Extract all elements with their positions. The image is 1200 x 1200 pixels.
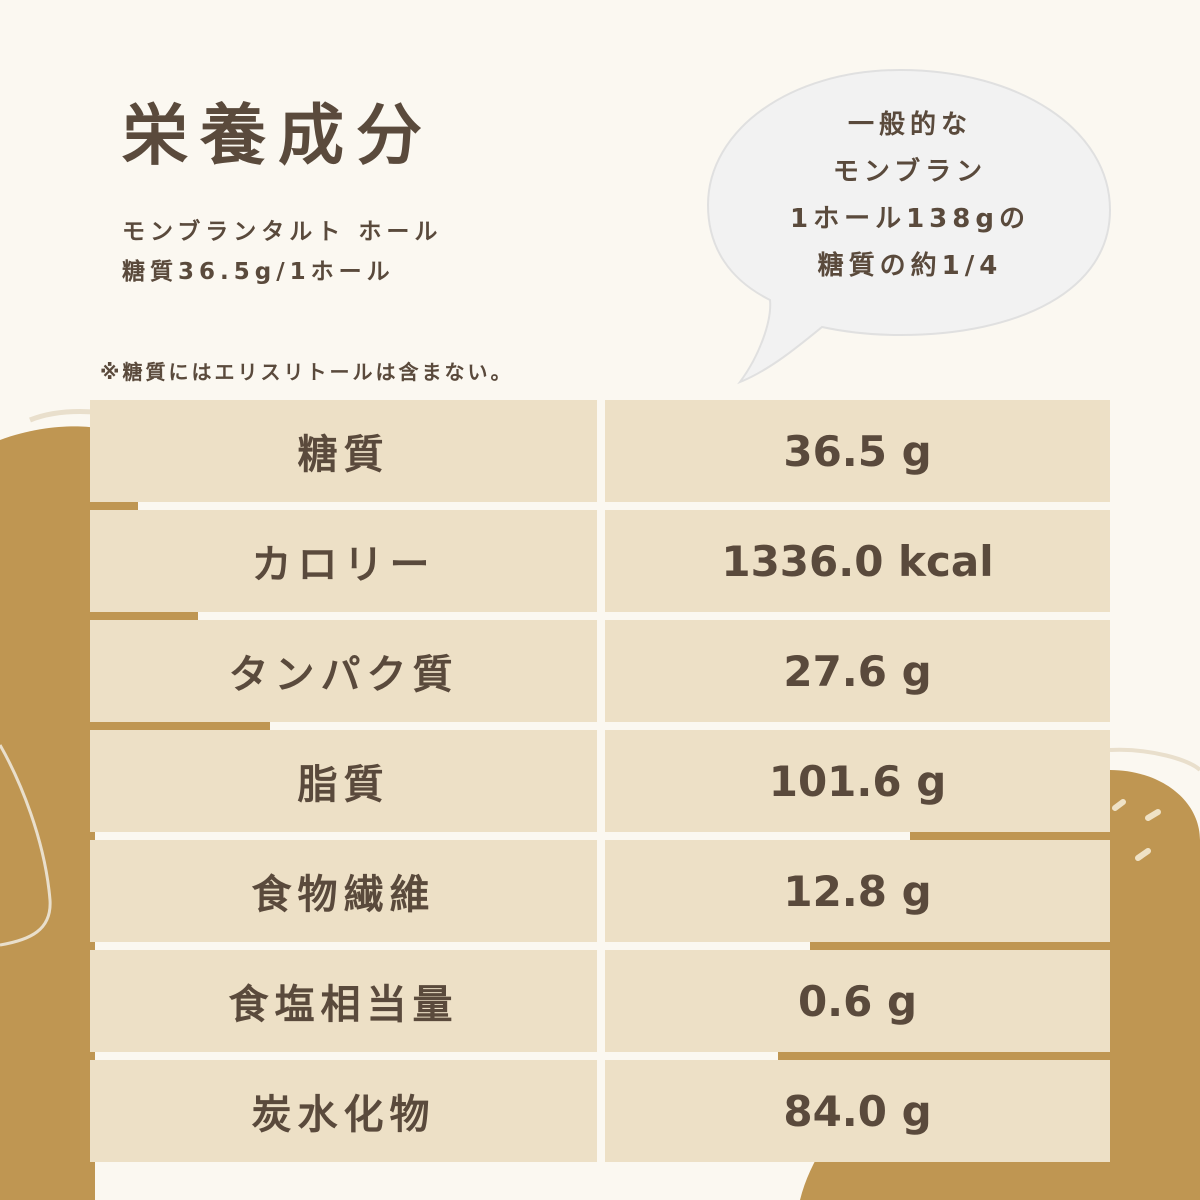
label-salt: 食塩相当量 — [90, 950, 597, 1052]
speech-bubble-text: 一般的な モンブラン 1ホール138gの 糖質の約1/4 — [730, 102, 1090, 290]
speech-bubble — [706, 68, 1112, 385]
footnote: ※糖質にはエリスリトールは含まない。 — [100, 360, 514, 384]
value-carbohydrate: 84.0 g — [605, 1060, 1110, 1162]
product-name: モンブランタルト ホール — [122, 219, 443, 245]
value-calories: 1336.0 kcal — [605, 510, 1110, 612]
value-fat: 101.6 g — [605, 730, 1110, 832]
label-fiber: 食物繊維 — [90, 840, 597, 942]
bubble-line: 糖質の約1/4 — [817, 251, 1003, 281]
bubble-line: モンブラン — [832, 157, 988, 187]
value-salt: 0.6 g — [605, 950, 1110, 1052]
label-carbs: 糖質 — [90, 400, 597, 502]
value-carbs: 36.5 g — [605, 400, 1110, 502]
left-outline — [0, 744, 52, 947]
bubble-line: 一般的な — [847, 110, 972, 140]
value-protein: 27.6 g — [605, 620, 1110, 722]
bubble-line: 1ホール138gの — [790, 204, 1030, 234]
value-fiber: 12.8 g — [605, 840, 1110, 942]
label-carbohydrate: 炭水化物 — [90, 1060, 597, 1162]
left-blob — [0, 426, 95, 1200]
sugar-per-whole: 糖質36.5g/1ホール — [122, 259, 395, 285]
page-title: 栄養成分 — [122, 97, 434, 174]
label-fat: 脂質 — [90, 730, 597, 832]
label-protein: タンパク質 — [90, 620, 597, 722]
row-accent-bars — [90, 502, 1110, 1060]
right-dashes — [1112, 799, 1161, 861]
right-outline — [1109, 747, 1200, 772]
label-calories: カロリー — [90, 510, 597, 612]
